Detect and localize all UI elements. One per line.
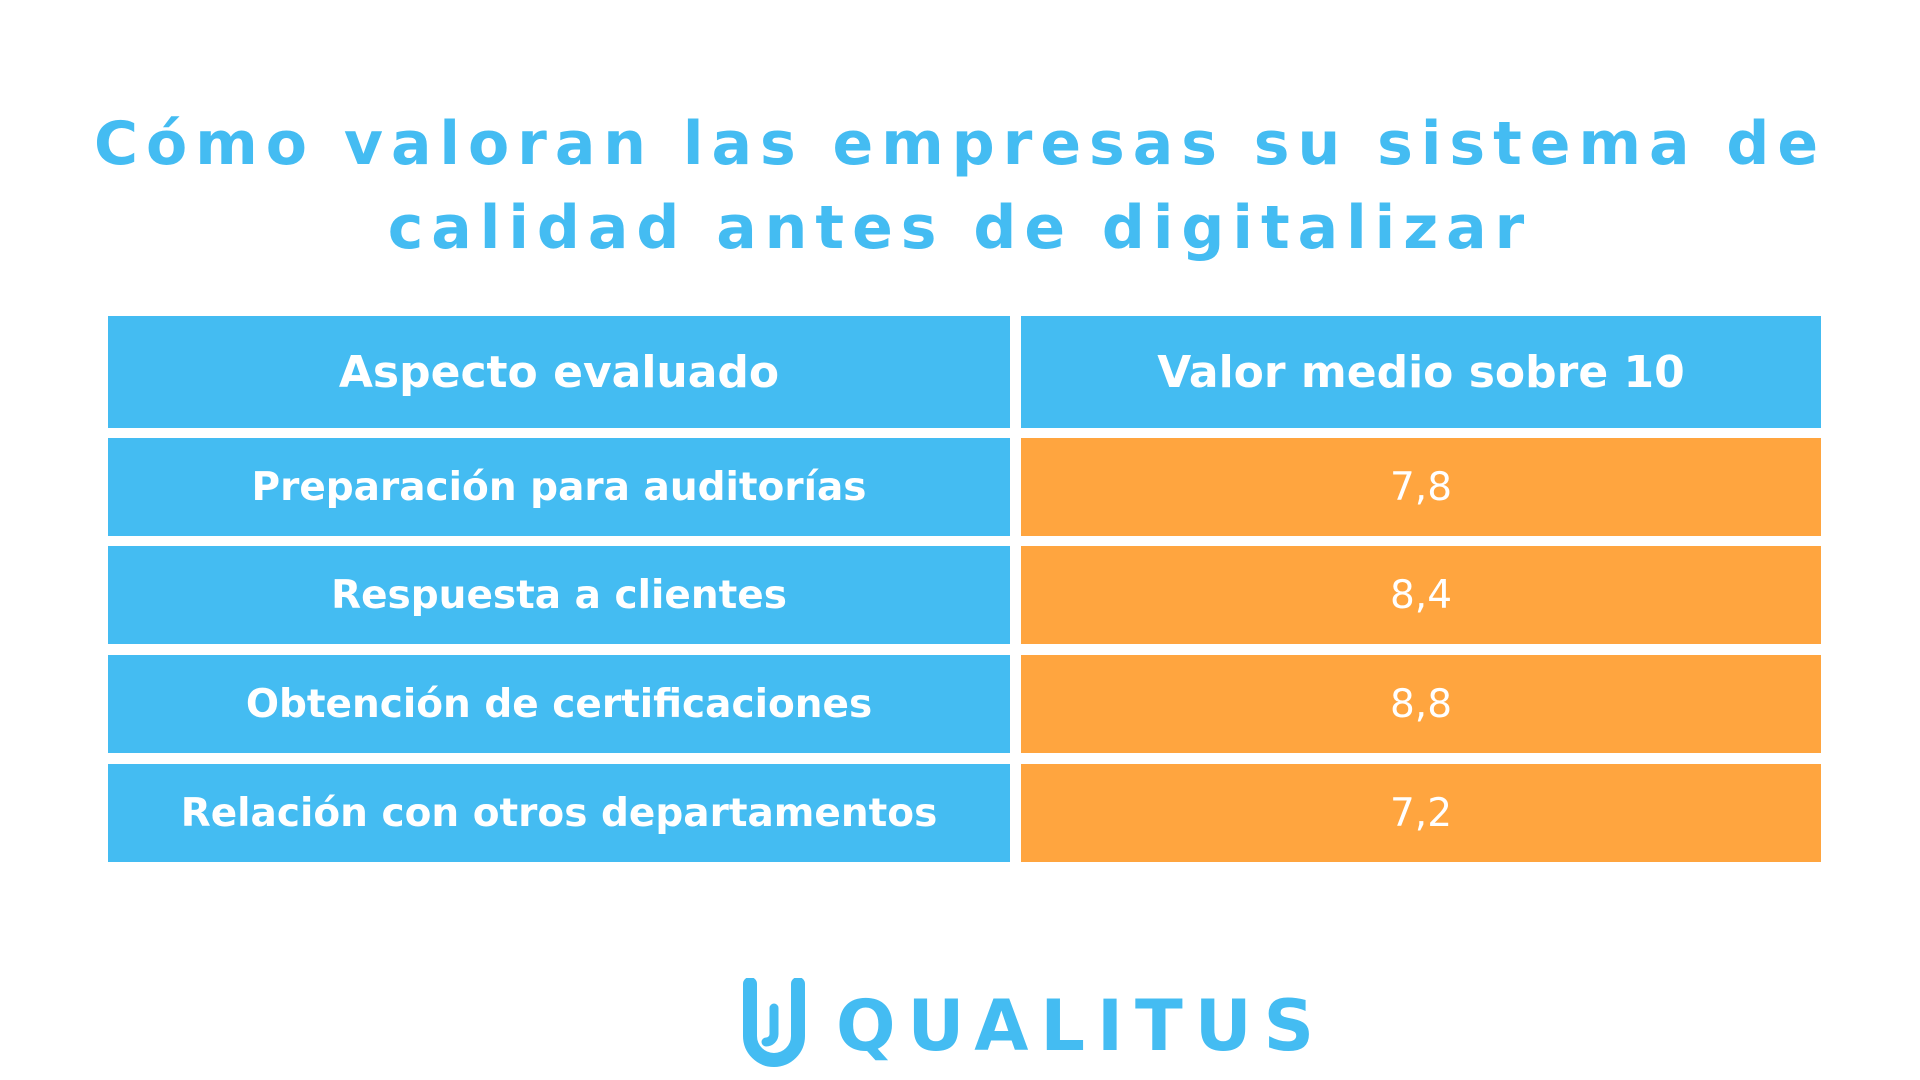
row-label-departamentos: Relación con otros departamentos	[108, 764, 1010, 862]
row-value-auditorias: 7,8	[1021, 438, 1821, 536]
logo-wordmark: QUALITUS	[836, 984, 1327, 1067]
row-label-clientes: Respuesta a clientes	[108, 546, 1010, 644]
ratings-table: Aspecto evaluado Valor medio sobre 10 Pr…	[108, 316, 1821, 862]
row-label-certificaciones: Obtención de certificaciones	[108, 655, 1010, 753]
qualitus-logo: QUALITUS	[738, 978, 1326, 1073]
page-title-line-1: Cómo valoran las empresas su sistema de	[93, 109, 1827, 179]
row-value-certificaciones: 8,8	[1021, 655, 1821, 753]
column-header-aspect: Aspecto evaluado	[108, 316, 1010, 428]
page-title-line-2: calidad antes de digitalizar	[387, 193, 1533, 263]
row-value-clientes: 8,4	[1021, 546, 1821, 644]
qualitus-u-icon	[743, 978, 805, 1067]
row-label-auditorias: Preparación para auditorías	[108, 438, 1010, 536]
row-value-departamentos: 7,2	[1021, 764, 1821, 862]
column-header-value: Valor medio sobre 10	[1021, 316, 1821, 428]
